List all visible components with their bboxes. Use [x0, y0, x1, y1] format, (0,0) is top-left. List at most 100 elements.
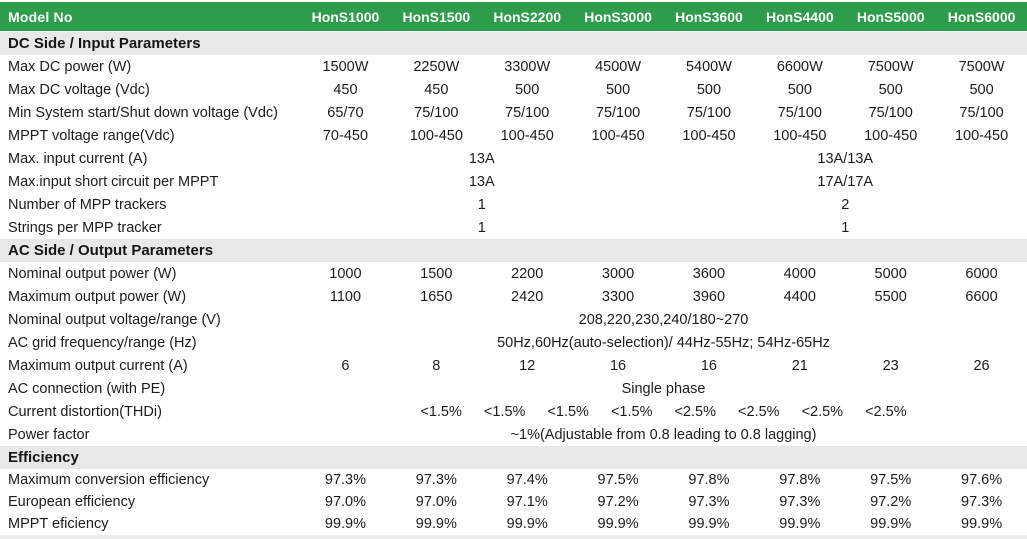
- cell-value: 99.9%: [961, 516, 1003, 532]
- cell-value: 26: [973, 357, 990, 374]
- cell-value: 100-450: [591, 127, 645, 144]
- cell-value-span-all: 50Hz,60Hz(auto-selection)/ 44Hz-55Hz; 54…: [497, 334, 830, 351]
- cell-value: 97.3%: [961, 494, 1003, 510]
- row-label: AC connection (with PE): [8, 380, 166, 397]
- cell-value: 1650: [420, 288, 453, 305]
- cell-value: 4000: [783, 265, 816, 282]
- cell-value: 3300W: [504, 58, 551, 75]
- table-row-max-dc-voltage: Max DC voltage (Vdc) 450 450 500 500 500…: [0, 78, 1027, 101]
- table-row-maximum-conversion-efficiency: Maximum conversion efficiency 97.3% 97.3…: [0, 469, 1027, 491]
- cell-value: <1.5%: [610, 403, 653, 420]
- cell-value: 500: [515, 81, 540, 98]
- cell-value: 97.2%: [597, 494, 639, 510]
- cell-value-span-left: 1: [477, 196, 486, 213]
- cell-value: 6600: [965, 288, 998, 305]
- cell-value: 8: [432, 357, 441, 374]
- cell-value: 99.9%: [415, 516, 457, 532]
- cell-value: 4500W: [595, 58, 642, 75]
- cell-value: 97.5%: [597, 472, 639, 488]
- cell-value: 97.5%: [870, 472, 912, 488]
- table-row-ac-connection: AC connection (with PE) Single phase: [0, 377, 1027, 400]
- cell-value-span-all: ~1%(Adjustable from 0.8 leading to 0.8 l…: [510, 426, 817, 443]
- row-label: Min System start/Shut down voltage (Vdc): [8, 104, 278, 121]
- row-label: MPPT voltage range(Vdc): [8, 127, 175, 144]
- cell-value: 100-450: [682, 127, 736, 144]
- table-row-nominal-output-power: Nominal output power (W) 1000 1500 2200 …: [0, 262, 1027, 285]
- cell-value: 5400W: [685, 58, 732, 75]
- cell-value: 75/100: [595, 104, 641, 121]
- cell-value: 16: [700, 357, 717, 374]
- cell-value: <1.5%: [483, 403, 526, 420]
- cell-value: 450: [424, 81, 449, 98]
- row-label: European efficiency: [8, 494, 136, 510]
- cell-value: 2200: [511, 265, 544, 282]
- row-label: Current distortion(THDi): [8, 403, 162, 420]
- cell-value: <2.5%: [801, 403, 844, 420]
- table-row-number-of-mpp-trackers: Number of MPP trackers 1 2: [0, 193, 1027, 216]
- cell-value: 99.9%: [779, 516, 821, 532]
- table-row-mppt-voltage-range: MPPT voltage range(Vdc) 70-450 100-450 1…: [0, 124, 1027, 147]
- table-row-max-input-short-circuit: Max.input short circuit per MPPT 13A 17A…: [0, 170, 1027, 193]
- cell-value: 500: [696, 81, 722, 98]
- row-label: Power factor: [8, 426, 90, 443]
- cell-value: 1500W: [322, 58, 369, 75]
- row-label: Nominal output power (W): [8, 265, 177, 282]
- cell-value: 75/100: [868, 104, 913, 121]
- section-header-ac-side: AC Side / Output Parameters: [0, 239, 1027, 262]
- cell-value: 75/100: [959, 104, 1004, 121]
- column-header-hons1500: HonS1500: [402, 8, 471, 25]
- cell-value: 23: [882, 357, 899, 374]
- cell-value: <1.5%: [420, 403, 462, 420]
- cell-value: 97.8%: [779, 472, 821, 488]
- column-header-hons6000: HonS6000: [947, 8, 1016, 25]
- column-header-hons1000: HonS1000: [311, 8, 380, 25]
- cell-value: 97.0%: [324, 494, 366, 510]
- row-label: MPPT eficiency: [8, 516, 109, 532]
- cell-value: 6000: [965, 265, 998, 282]
- cell-value-span-left: 13A: [468, 173, 495, 190]
- row-label: Max DC voltage (Vdc): [8, 81, 150, 98]
- cell-value: 21: [791, 357, 808, 374]
- table-row-ac-grid-frequency: AC grid frequency/range (Hz) 50Hz,60Hz(a…: [0, 331, 1027, 354]
- column-header-model-no: Model No: [8, 8, 73, 25]
- cell-value: 75/100: [777, 104, 822, 121]
- cell-value: 3960: [692, 288, 726, 305]
- cell-value: 97.3%: [779, 494, 821, 510]
- cell-value: 1100: [329, 288, 362, 305]
- cell-value: 99.9%: [597, 516, 639, 532]
- row-label: Max. input current (A): [8, 150, 148, 167]
- row-label: Maximum output power (W): [8, 288, 187, 305]
- row-label: Number of MPP trackers: [8, 196, 167, 213]
- cell-value: 70-450: [322, 127, 369, 144]
- row-label: Maximum output current (A): [8, 357, 188, 374]
- cell-value: 4400: [783, 288, 816, 305]
- table-row-max-input-current: Max. input current (A) 13A 13A/13A: [0, 147, 1027, 170]
- cell-value: 7500W: [958, 58, 1005, 75]
- cell-value: 99.9%: [870, 516, 912, 532]
- column-header-hons3600: HonS3600: [675, 8, 743, 25]
- cell-value-span-left: 13A: [468, 150, 495, 167]
- table-row-european-efficiency: European efficiency 97.0% 97.0% 97.1% 97…: [0, 491, 1027, 513]
- row-label: Maximum conversion efficiency: [8, 472, 210, 488]
- row-label: Strings per MPP tracker: [8, 219, 162, 236]
- cell-value: 500: [878, 81, 903, 98]
- cell-value: 5500: [874, 288, 907, 305]
- cell-value: 450: [333, 81, 358, 98]
- cell-value: 6600W: [776, 58, 823, 75]
- row-label: Max.input short circuit per MPPT: [8, 173, 219, 190]
- cell-value: <1.5%: [547, 403, 589, 420]
- column-header-hons2200: HonS2200: [493, 8, 562, 25]
- table-row-nominal-output-voltage: Nominal output voltage/range (V) 208,220…: [0, 308, 1027, 331]
- cell-value: 1500: [420, 265, 453, 282]
- cell-value: 99.9%: [324, 516, 366, 532]
- cell-value: 100-450: [409, 127, 463, 144]
- cell-value: 2250W: [413, 58, 460, 75]
- cell-value: 100-450: [954, 127, 1009, 144]
- cell-value: 97.3%: [688, 494, 730, 510]
- cell-value-span-all: 208,220,230,240/180~270: [578, 311, 749, 328]
- cell-value: 2420: [511, 288, 544, 305]
- top-margin: [0, 0, 1027, 2]
- cell-value: 1000: [329, 265, 362, 282]
- cell-value: 99.9%: [688, 516, 730, 532]
- cell-value: 99.9%: [506, 516, 548, 532]
